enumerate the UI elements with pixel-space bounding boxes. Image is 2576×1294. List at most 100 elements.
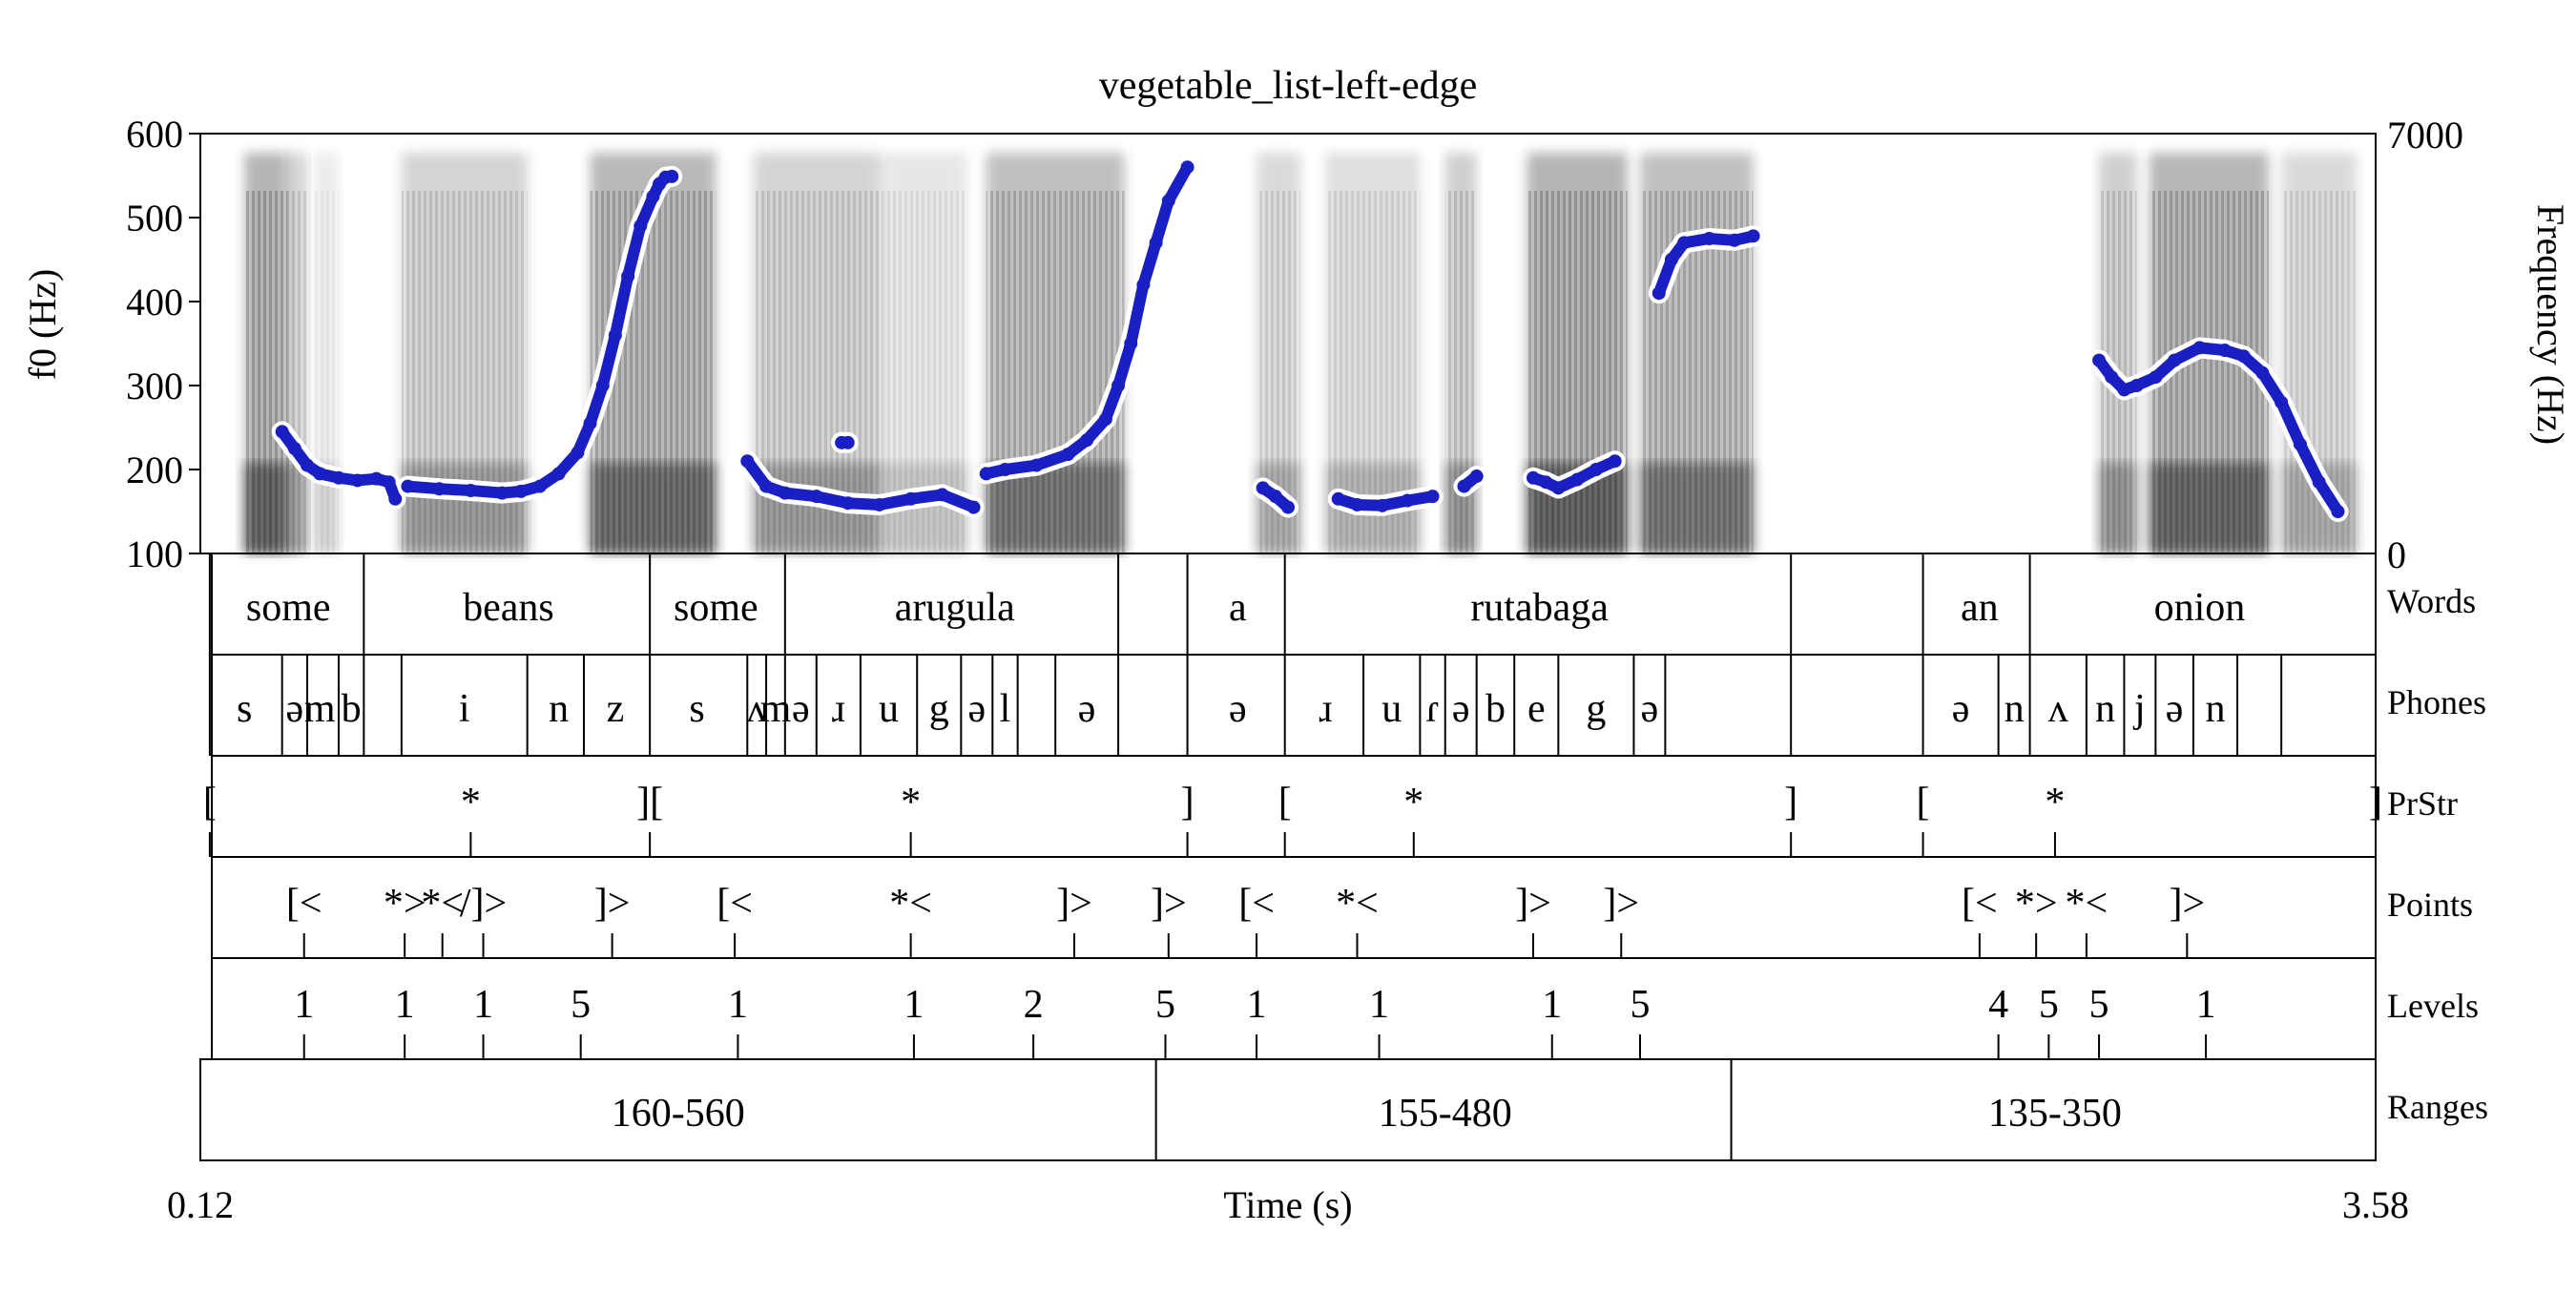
- f0-point: [350, 473, 364, 488]
- tier-label: some: [674, 586, 758, 630]
- tier-label: ə: [1952, 687, 1970, 731]
- tier-label: ə: [2166, 687, 2184, 731]
- tier-point-label: ]>: [2169, 882, 2205, 926]
- tier-prstr: PrStr[*][*][*][*]: [203, 755, 2458, 858]
- tier-label: 135-350: [1988, 1092, 2122, 1136]
- tier-label: m: [304, 687, 336, 731]
- f0-point: [1375, 498, 1389, 512]
- tier-point-label: 1: [1542, 983, 1562, 1027]
- tier-point-label: [<: [1238, 882, 1275, 926]
- f0-point: [2217, 344, 2232, 358]
- tier-point-label: ]: [1181, 781, 1195, 824]
- f0-point: [1469, 470, 1484, 484]
- f0-point: [1161, 194, 1175, 208]
- tier-points: Points[< *>*</]>]> [< *<]>]> [< *<]>]> [< *> *<]…: [211, 856, 2473, 959]
- tier-point-label: 2: [1024, 983, 1044, 1027]
- tier-label: ɹ: [832, 687, 845, 731]
- tier-label: an: [1961, 586, 1999, 630]
- tier-point-label: 1: [1247, 983, 1267, 1027]
- f0-point: [634, 219, 648, 233]
- tier-point-label: ]>: [594, 882, 631, 926]
- tier-point-label: ]: [1784, 781, 1797, 824]
- f0-point: [2192, 341, 2207, 355]
- f0-point: [2117, 383, 2131, 397]
- tier-point-label: ]>: [1056, 882, 1092, 926]
- f0-point: [665, 169, 679, 183]
- tier-name: Levels: [2387, 987, 2479, 1025]
- tier-label: u: [1381, 687, 1402, 731]
- spectrogram-block: [313, 153, 339, 553]
- tier-point-label: 5: [2039, 983, 2059, 1027]
- spectrogram-block: [986, 153, 1125, 553]
- f0-point: [495, 486, 509, 500]
- tier-label: a: [1229, 586, 1247, 630]
- f0-point: [2105, 370, 2119, 385]
- spectrogram: [244, 153, 2358, 553]
- tier-label: ɾ: [1426, 687, 1440, 731]
- f0-point: [2168, 353, 2182, 367]
- tier-point-label: 1: [904, 983, 924, 1027]
- f0-point: [401, 479, 415, 493]
- f0-point: [841, 496, 855, 511]
- tier-label: beans: [463, 586, 554, 630]
- f0-point: [1281, 500, 1295, 514]
- f0-point: [2312, 475, 2326, 490]
- spectrogram-panel: [199, 133, 2377, 554]
- f0-point: [1268, 490, 1282, 504]
- f0-point: [1727, 233, 1741, 247]
- tier-label: g: [1586, 687, 1606, 731]
- frequency-axis: 7000 0: [2387, 114, 2463, 576]
- x-axis-min-label: 0.12: [167, 1183, 234, 1226]
- f0-tick-label: 100: [126, 532, 183, 575]
- tier-label: arugula: [895, 586, 1015, 630]
- f0-point: [646, 190, 660, 203]
- tier-point-label: *<: [889, 882, 932, 926]
- tier-point-label: 1: [294, 983, 314, 1027]
- tier-label: onion: [2154, 586, 2246, 630]
- tier-point-label: [<: [1962, 882, 1998, 926]
- f0-point: [778, 486, 792, 500]
- f0-point: [275, 425, 289, 439]
- f0-point: [331, 470, 345, 485]
- f0-point: [464, 484, 478, 497]
- f0-point: [571, 446, 585, 460]
- chart-title: vegetable_list-left-edge: [1099, 64, 1477, 108]
- f0-point: [1457, 479, 1471, 493]
- tier-name: Ranges: [2387, 1088, 2488, 1126]
- f0-tick-label: 500: [126, 197, 183, 240]
- tier-point-label: [<: [717, 882, 753, 926]
- f0-point: [872, 497, 886, 511]
- tier-point-label: *: [1403, 781, 1423, 824]
- f0-point: [2149, 370, 2163, 385]
- f0-axis-title: f0 (Hz): [21, 269, 64, 381]
- tier-point-label: ]: [2369, 781, 2382, 824]
- tier-label: ə: [1452, 687, 1470, 731]
- tier-label: e: [1527, 687, 1546, 731]
- f0-point: [1149, 236, 1163, 250]
- tier-point-label: 4: [1988, 983, 2008, 1027]
- f0-point: [583, 416, 597, 430]
- f0-point: [966, 500, 981, 514]
- f0-point: [1331, 491, 1345, 506]
- f0-point: [1256, 481, 1270, 495]
- frequency-axis-min-label: 0: [2387, 533, 2406, 576]
- tier-label: n: [2005, 687, 2025, 731]
- tier-name: Phones: [2387, 683, 2486, 721]
- f0-point: [1180, 160, 1195, 175]
- tier-label: ə: [1641, 687, 1659, 731]
- tier-point-label: 5: [2089, 983, 2109, 1027]
- f0-point: [2275, 395, 2289, 409]
- spectrogram-block: [288, 153, 308, 553]
- spectrogram-harmonics: [986, 191, 1125, 553]
- f0-tick-label: 600: [126, 113, 183, 156]
- tier-label: u: [879, 687, 899, 731]
- spectrogram-block: [244, 153, 289, 553]
- f0-point: [369, 471, 384, 486]
- f0-point: [551, 467, 566, 481]
- tier-label: s: [237, 687, 252, 731]
- f0-point: [841, 435, 855, 449]
- tier-point-label: ][: [636, 781, 663, 824]
- tier-name: Points: [2387, 886, 2473, 924]
